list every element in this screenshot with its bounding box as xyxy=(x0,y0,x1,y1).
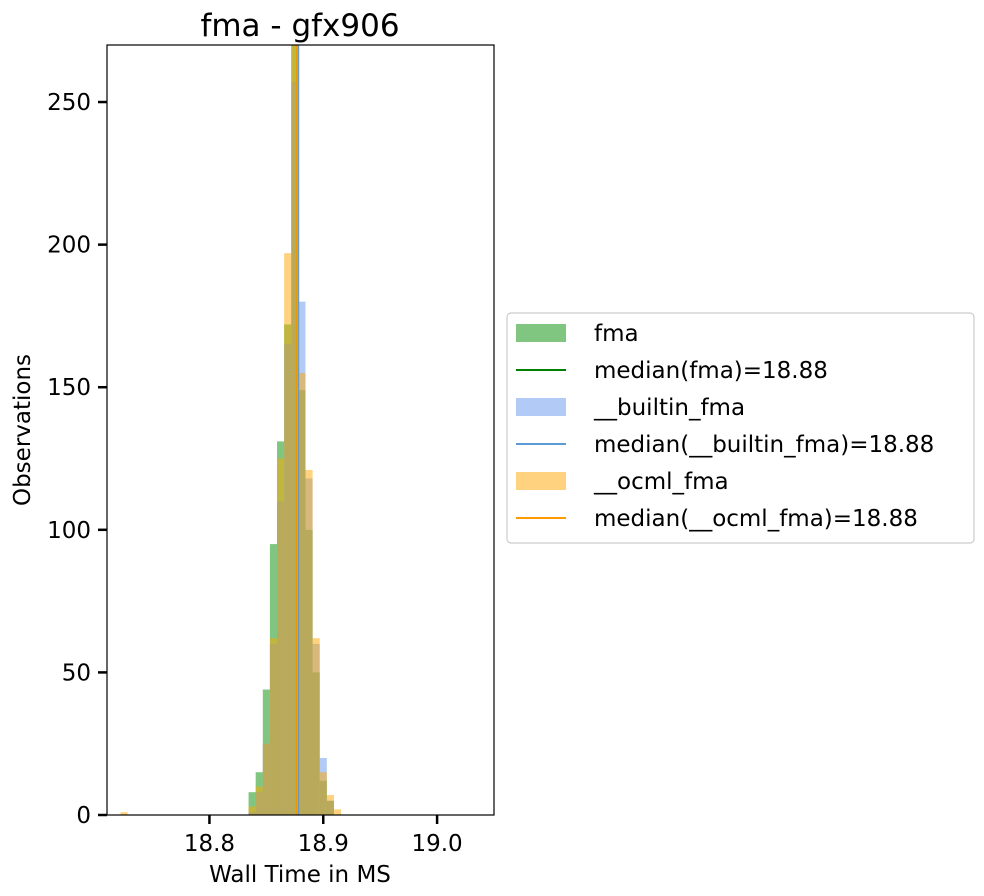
bar-ocmlfma-4 xyxy=(269,638,278,815)
y-tick-label: 150 xyxy=(47,375,91,401)
x-tick-label: 19.0 xyxy=(411,831,462,857)
bar-ocmlfma-12 xyxy=(326,795,334,815)
y-axis-label: Observations xyxy=(10,354,36,506)
legend-label-5: median(__ocml_fma)=18.88 xyxy=(594,506,918,532)
bar-ocmlfma-2 xyxy=(255,786,263,815)
y-tick-label: 250 xyxy=(47,90,91,116)
bar-ocmlfma-6 xyxy=(284,253,292,815)
legend-patch-2 xyxy=(516,398,566,416)
y-axis-ticks: 0 50 100 150 200 250 xyxy=(47,90,107,829)
median-lines xyxy=(296,45,300,815)
legend-label-2: __builtin_fma xyxy=(593,395,745,421)
bar-ocmlfma-10 xyxy=(312,638,320,815)
legend-items: fma median(fma)=18.88 __builtin_fma median(… xyxy=(516,321,934,532)
legend-label-4: __ocml_fma xyxy=(593,469,729,495)
x-tick-label: 18.9 xyxy=(298,831,349,857)
legend-label-1: median(fma)=18.88 xyxy=(594,358,828,384)
bar-ocmlfma-3 xyxy=(262,743,270,815)
chart-title: fma - gfx906 xyxy=(200,8,399,44)
y-tick-label: 0 xyxy=(76,803,91,829)
bar-ocmlfma-9 xyxy=(305,469,313,815)
bar-ocmlfma-7 xyxy=(291,45,299,815)
legend-label-0: fma xyxy=(594,321,639,347)
legend-patch-4 xyxy=(516,472,566,490)
bar-ocmlfma-0 xyxy=(120,812,128,815)
y-tick-label: 50 xyxy=(62,660,91,686)
legend-frame xyxy=(506,312,975,544)
legend: fma median(fma)=18.88 __builtin_fma median(… xyxy=(506,312,975,544)
plot-area xyxy=(106,44,495,816)
x-tick-label: 18.8 xyxy=(184,831,235,857)
bar-ocmlfma-5 xyxy=(277,458,285,815)
y-tick-label: 200 xyxy=(47,233,91,259)
bar-ocmlfma-1 xyxy=(248,806,256,815)
x-axis-ticks: 18.8 18.9 19.0 xyxy=(184,815,463,857)
bar-ocmlfma-8 xyxy=(298,372,306,815)
bar-fma-0 xyxy=(248,792,256,815)
x-axis-label: Wall Time in MS xyxy=(209,862,391,888)
histogram-bars xyxy=(120,45,342,816)
legend-label-3: median(__builtin_fma)=18.88 xyxy=(594,432,934,458)
y-tick-label: 100 xyxy=(47,518,91,544)
legend-patch-0 xyxy=(516,324,566,342)
bar-ocmlfma-13 xyxy=(333,809,342,815)
bar-ocmlfma-11 xyxy=(319,772,327,815)
plot-frame xyxy=(106,44,495,816)
